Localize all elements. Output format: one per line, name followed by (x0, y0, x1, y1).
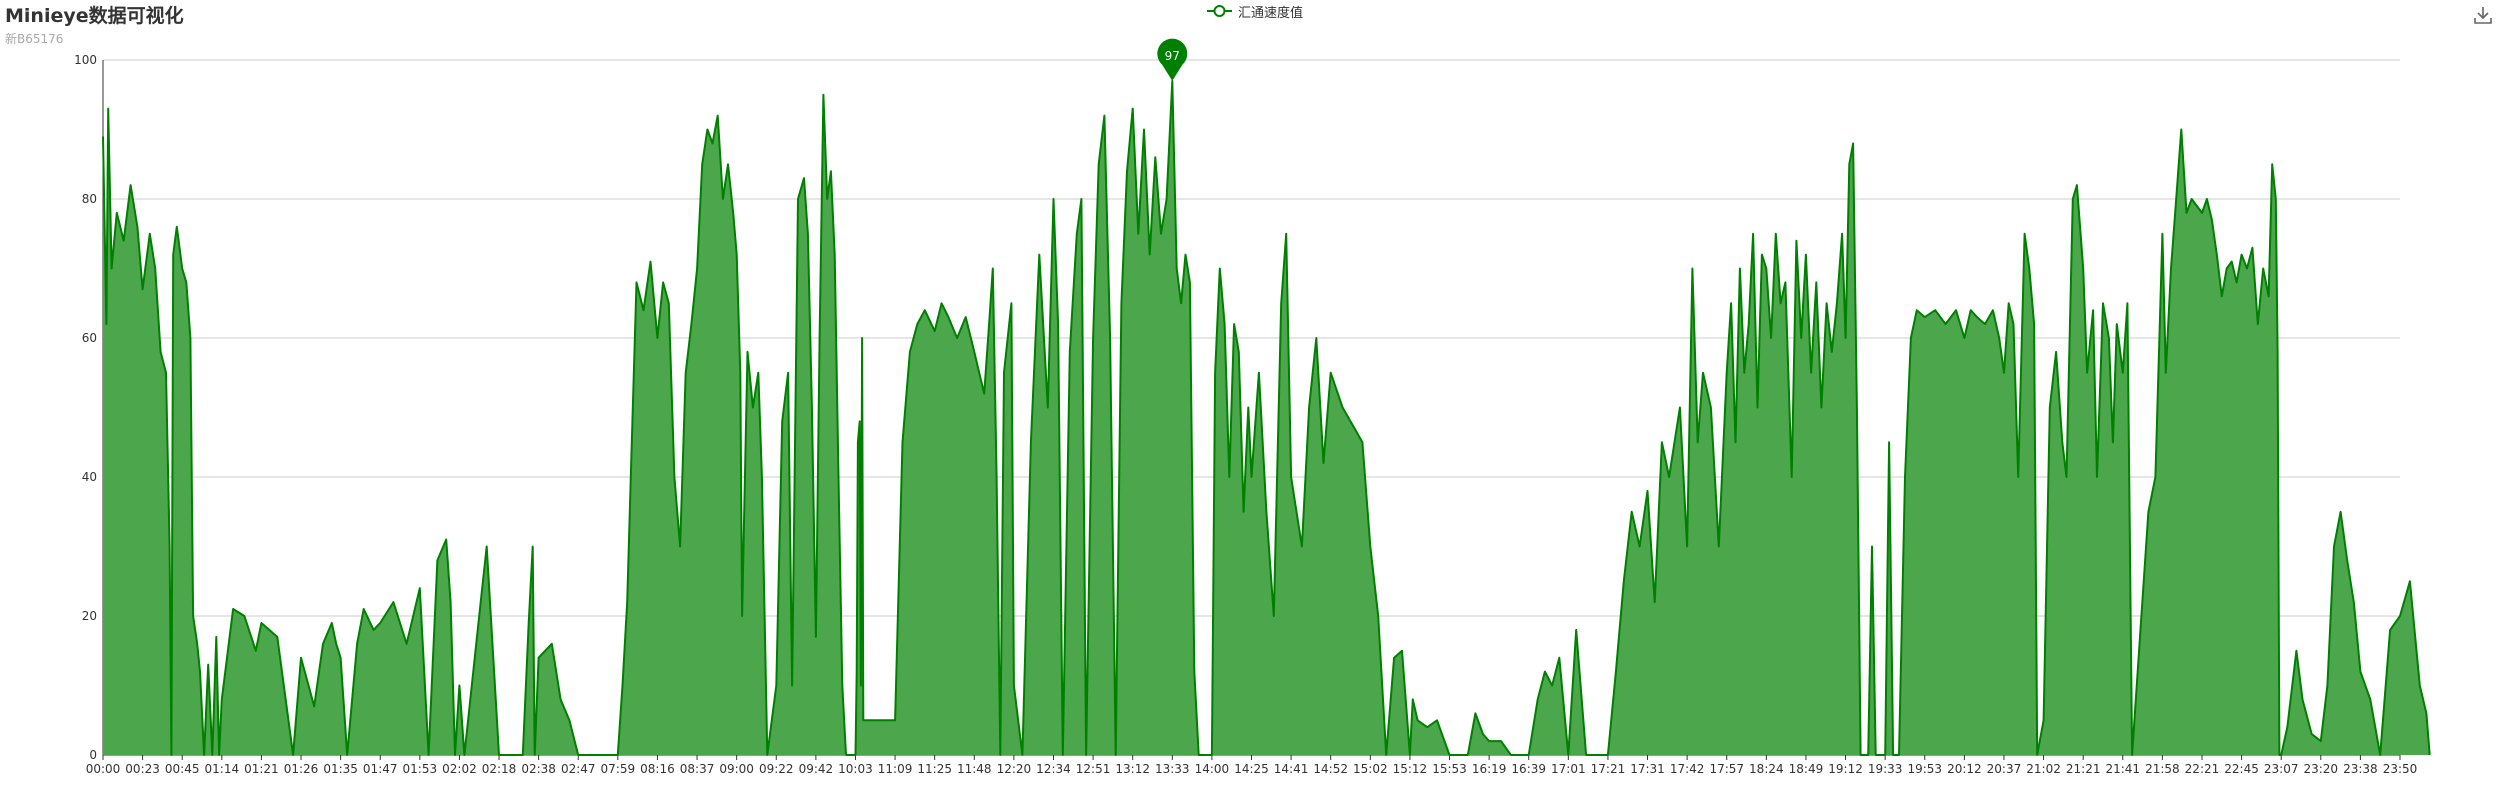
x-tick-label: 13:12 (1115, 762, 1150, 776)
x-tick-label: 00:45 (165, 762, 200, 776)
x-tick-label: 01:35 (323, 762, 358, 776)
x-tick-label: 02:47 (561, 762, 596, 776)
max-marker-label: 97 (1165, 49, 1180, 63)
x-tick-label: 23:38 (2343, 762, 2378, 776)
x-tick-label: 11:25 (917, 762, 952, 776)
x-tick-label: 10:03 (838, 762, 873, 776)
x-tick-label: 15:53 (1432, 762, 1467, 776)
x-tick-label: 14:25 (1234, 762, 1269, 776)
x-tick-label: 17:21 (1591, 762, 1626, 776)
legend-label: 汇通速度值 (1238, 5, 1304, 21)
x-tick-label: 20:12 (1947, 762, 1982, 776)
x-tick-label: 09:00 (719, 762, 754, 776)
x-tick-label: 02:38 (521, 762, 556, 776)
x-tick-label: 17:31 (1630, 762, 1665, 776)
page-title: Minieye数据可视化 (5, 5, 184, 27)
x-tick-label: 12:51 (1076, 762, 1111, 776)
x-tick-label: 23:50 (2383, 762, 2418, 776)
x-tick-label: 23:20 (2303, 762, 2338, 776)
x-tick-label: 19:33 (1868, 762, 1903, 776)
x-tick-label: 19:12 (1828, 762, 1863, 776)
x-tick-label: 14:00 (1195, 762, 1230, 776)
x-tick-label: 09:22 (759, 762, 794, 776)
x-tick-label: 08:16 (640, 762, 675, 776)
x-tick-label: 01:47 (363, 762, 398, 776)
x-tick-label: 01:14 (205, 762, 240, 776)
series-line (102, 79, 2431, 756)
x-tick-label: 13:33 (1155, 762, 1190, 776)
y-tick-label: 20 (82, 609, 97, 623)
x-tick-label: 21:58 (2145, 762, 2180, 776)
legend-item[interactable]: 汇通速度值 (1207, 2, 1304, 21)
x-tick-label: 12:34 (1036, 762, 1071, 776)
x-tick-label: 12:20 (997, 762, 1032, 776)
x-tick-label: 01:26 (284, 762, 319, 776)
x-tick-label: 23:07 (2264, 762, 2299, 776)
x-tick-label: 17:01 (1551, 762, 1586, 776)
x-tick-label: 17:42 (1670, 762, 1705, 776)
x-tick-label: 09:42 (799, 762, 834, 776)
x-tick-label: 14:52 (1313, 762, 1348, 776)
y-tick-label: 100 (74, 53, 97, 67)
x-tick-label: 22:45 (2224, 762, 2259, 776)
download-icon[interactable] (2472, 4, 2494, 26)
y-tick-label: 60 (82, 331, 97, 345)
y-tick-label: 0 (89, 748, 97, 762)
x-tick-label: 07:59 (601, 762, 636, 776)
x-tick-label: 18:49 (1789, 762, 1824, 776)
x-tick-label: 00:23 (125, 762, 160, 776)
x-tick-label: 15:02 (1353, 762, 1388, 776)
max-marker-pin (1157, 38, 1188, 81)
x-tick-label: 01:53 (403, 762, 438, 776)
x-tick-label: 11:48 (957, 762, 992, 776)
x-tick-label: 17:57 (1709, 762, 1744, 776)
x-tick-label: 00:00 (86, 762, 121, 776)
x-tick-label: 11:09 (878, 762, 913, 776)
y-tick-label: 40 (82, 470, 97, 484)
x-tick-label: 20:37 (1987, 762, 2022, 776)
page-subtitle: 新B65176 (5, 32, 64, 46)
x-tick-label: 21:02 (2026, 762, 2061, 776)
x-tick-label: 18:24 (1749, 762, 1784, 776)
x-tick-label: 22:21 (2185, 762, 2220, 776)
x-tick-label: 01:21 (244, 762, 279, 776)
x-tick-label: 21:41 (2105, 762, 2140, 776)
x-tick-label: 21:21 (2066, 762, 2101, 776)
x-tick-label: 02:02 (442, 762, 477, 776)
x-tick-label: 08:37 (680, 762, 715, 776)
x-tick-label: 16:19 (1472, 762, 1507, 776)
x-tick-label: 15:12 (1393, 762, 1428, 776)
x-tick-label: 19:53 (1907, 762, 1942, 776)
x-tick-label: 14:41 (1274, 762, 1309, 776)
x-tick-label: 02:18 (482, 762, 517, 776)
legend-line-icon (1207, 5, 1232, 17)
x-tick-label: 16:39 (1511, 762, 1546, 776)
y-tick-label: 80 (82, 192, 97, 206)
